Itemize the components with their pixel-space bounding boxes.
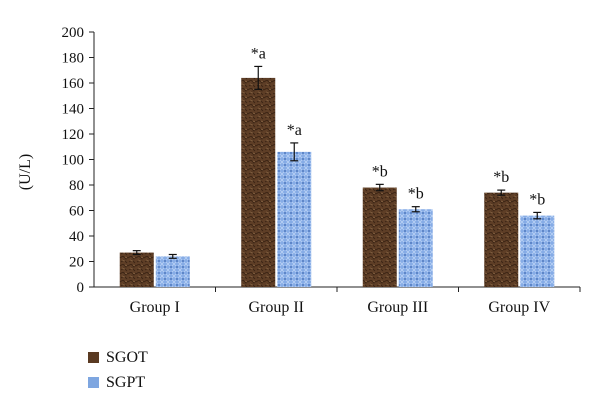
y-tick-label: 120 — [62, 127, 85, 143]
bars-group — [119, 77, 555, 288]
bar-sgot — [119, 252, 154, 287]
significance-label: *a — [251, 45, 266, 62]
significance-label: *b — [408, 186, 424, 203]
y-tick-label: 80 — [69, 178, 84, 194]
x-category-label: Group I — [130, 299, 180, 316]
significance-label: *b — [529, 191, 545, 208]
x-category-label: Group III — [367, 299, 428, 316]
y-tick-label: 0 — [77, 280, 85, 296]
legend-swatch-sgot — [88, 352, 99, 363]
legend-item-sgot: SGOT — [88, 345, 148, 370]
bar-sgpt — [155, 256, 190, 287]
y-tick-label: 40 — [69, 229, 84, 245]
y-tick-label: 200 — [62, 25, 85, 41]
y-tick-label: 60 — [69, 204, 84, 220]
significance-label: *a — [287, 122, 302, 139]
error-bars-and-annotations: *a *b *b *a *b *b — [132, 45, 545, 259]
x-category-label: Group IV — [488, 299, 550, 316]
y-axis-title: (U/L) — [17, 154, 34, 190]
y-tick-label: 20 — [69, 255, 84, 271]
y-tick-label: 100 — [62, 153, 85, 169]
legend-label-sgpt: SGPT — [106, 373, 146, 391]
bar-sgot — [241, 77, 276, 288]
legend-swatch-sgpt — [88, 377, 99, 388]
bar-sgot — [362, 187, 397, 287]
y-tick-label: 140 — [62, 102, 85, 118]
y-tick-label: 180 — [62, 51, 85, 67]
chart-axes: 0 20 40 60 80 100 120 140 160 180 200 Group I Group … — [62, 25, 581, 316]
significance-label: *b — [372, 163, 388, 180]
legend-item-sgpt: SGPT — [88, 370, 148, 395]
legend-label-sgot: SGOT — [106, 348, 148, 366]
bar-sgpt — [277, 151, 312, 287]
x-category-label: Group II — [248, 299, 304, 316]
bar-sgot — [484, 192, 519, 287]
legend: SGOT SGPT — [88, 345, 148, 395]
y-tick-label: 160 — [62, 76, 85, 92]
significance-label: *b — [493, 169, 509, 186]
bar-sgpt — [398, 209, 433, 287]
bar-sgpt — [520, 215, 555, 287]
